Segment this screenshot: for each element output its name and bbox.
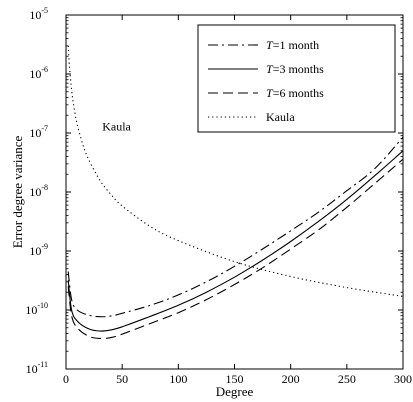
y-tick-label: 10-9 (29, 242, 48, 258)
y-tick-label: 10-7 (29, 124, 48, 140)
y-tick-label: 10-5 (29, 6, 48, 22)
x-tick-label: 0 (63, 372, 69, 386)
y-axis: 10-11 10-10 10-9 10-8 10-7 10-6 10-5 (25, 6, 403, 376)
annotation-label: Kaula (102, 120, 131, 134)
legend-label-kaula: Kaula (266, 110, 295, 124)
legend-label-t3: T=3 months (266, 62, 324, 76)
series-line-t3 (67, 150, 404, 332)
y-tick-exponent: -7 (41, 124, 48, 133)
y-tick-label: 10-11 (26, 360, 48, 376)
x-axis: 0 50 100 150 200 250 300 (63, 15, 412, 386)
series-layer (67, 45, 404, 340)
series-line-t1 (67, 136, 404, 318)
y-tick-label: 10-8 (29, 183, 48, 199)
y-tick-exponent: -5 (41, 6, 48, 15)
x-tick-label: 100 (169, 372, 187, 386)
y-tick-label: 10-6 (29, 65, 48, 81)
y-axis-label: Error degree variance (10, 135, 25, 248)
annotations: Kaula (102, 120, 131, 134)
y-tick-label: 10-10 (25, 301, 48, 317)
x-tick-label: 50 (116, 372, 128, 386)
legend: T=1 month T=3 months T=6 months Kaula (197, 24, 396, 133)
x-tick-label: 200 (282, 372, 300, 386)
y-tick-exponent: -9 (41, 242, 48, 251)
x-tick-label: 300 (394, 372, 412, 386)
legend-label-t6: T=6 months (266, 86, 324, 100)
y-tick-exponent: -10 (37, 301, 48, 310)
y-tick-exponent: -6 (41, 65, 48, 74)
legend-box (197, 24, 396, 133)
x-tick-label: 150 (226, 372, 244, 386)
x-tick-label: 250 (338, 372, 356, 386)
legend-label-t1: T=1 month (266, 38, 319, 52)
y-tick-exponent: -11 (38, 360, 48, 369)
series-line-t6 (67, 158, 404, 340)
y-tick-exponent: -8 (41, 183, 48, 192)
x-axis-label: Degree (216, 384, 254, 399)
